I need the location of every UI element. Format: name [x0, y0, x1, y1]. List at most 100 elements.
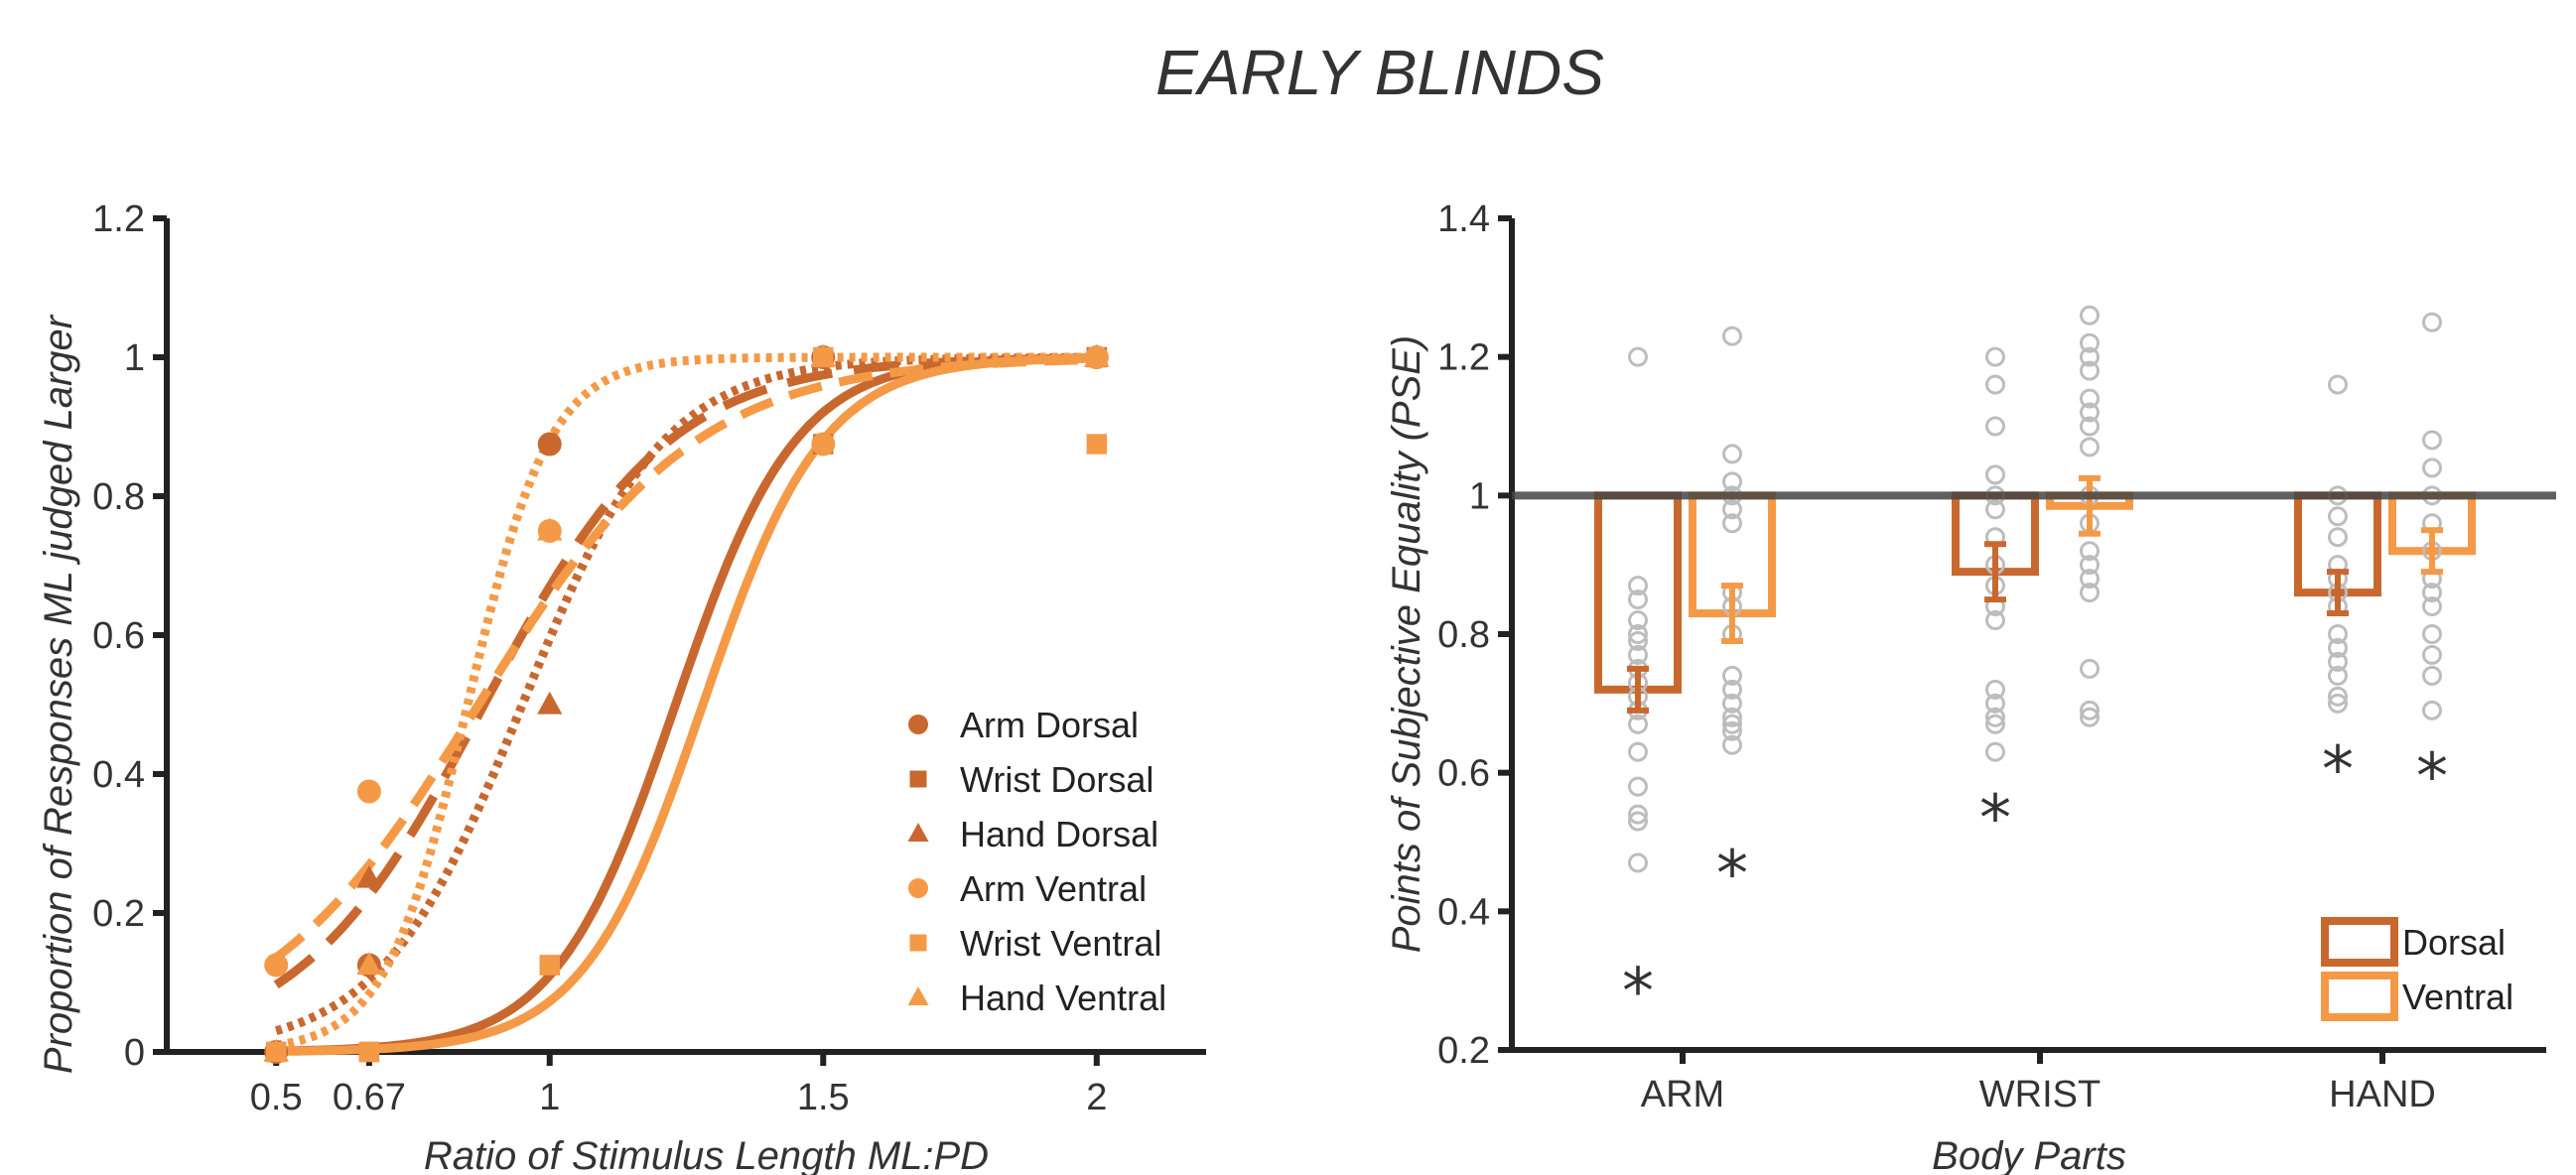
dorsal-hand-subject-point-9 [2328, 637, 2348, 658]
legend-marker-arm-ventral [908, 878, 928, 898]
dorsal-significance-star-wrist: * [1979, 783, 2011, 856]
legend-marker-hand-ventral [907, 986, 929, 1005]
legend-label-arm-ventral: Arm Ventral [960, 868, 1147, 909]
hand-ventral-fit-line [273, 355, 1097, 962]
ventral-errorbar-wrist [2079, 474, 2101, 537]
dorsal-wrist-subject-point-3 [1985, 464, 2005, 485]
ventral-hand-subject-point-11 [2422, 665, 2442, 686]
ventral-arm-subject-point-11 [1722, 693, 1742, 714]
y-axis-title: Proportion of Responses ML judged Larger [37, 314, 80, 1074]
arm-ventral-point-0-5 [264, 953, 289, 978]
y-tick-label-0-8: 0.8 [1437, 614, 1490, 656]
ventral-wrist-subject-point-2 [2080, 346, 2100, 367]
dorsal-wrist-subject-point-12 [1985, 693, 2005, 714]
y-tick-label-0-2: 0.2 [1437, 1030, 1490, 1072]
legend-label-wrist-ventral: Wrist Ventral [960, 923, 1161, 964]
ventral-arm-subject-point-15 [1722, 734, 1742, 755]
ventral-wrist-subject-point-6 [2080, 416, 2100, 437]
legend-marker-hand-dorsal [907, 823, 929, 842]
dorsal-errorbar-arm [1627, 665, 1649, 714]
legend-swatch-ventral [2321, 972, 2398, 1021]
legend-marker-arm-dorsal [908, 715, 928, 734]
ventral-arm-subject-point-9 [1722, 665, 1742, 686]
ventral-arm-subject-point-2 [1722, 471, 1742, 492]
x-tick-label-2: 2 [1086, 1077, 1107, 1118]
dorsal-arm-subject-point-6 [1628, 644, 1648, 665]
dorsal-wrist-subject-point-2 [1985, 416, 2005, 437]
x-tick-label-0-67: 0.67 [333, 1077, 406, 1118]
y-tick-label-0-4: 0.4 [1437, 891, 1490, 933]
dorsal-errorbar-hand [2327, 569, 2349, 617]
y-tick-label-1: 1 [124, 337, 145, 379]
dorsal-arm-subject-point-0 [1628, 346, 1648, 367]
ventral-arm-subject-point-13 [1722, 714, 1742, 734]
dorsal-hand-subject-point-0 [2328, 374, 2348, 395]
dorsal-errorbar-wrist [1984, 541, 2006, 603]
ventral-hand-subject-point-1 [2422, 430, 2442, 451]
arm-ventral-fit-line [275, 352, 1097, 1050]
dorsal-hand-subject-point-3 [2328, 527, 2348, 548]
dorsal-arm-subject-point-2 [1628, 589, 1648, 610]
wrist-ventral-point-0-67 [358, 1041, 380, 1063]
x-tick-label-hand: HAND [2329, 1074, 2436, 1115]
ventral-wrist-subject-point-10 [2080, 541, 2100, 562]
x-axis-title: Body Parts [1932, 1134, 2126, 1175]
hand-ventral-point-1 [537, 517, 563, 541]
dorsal-wrist-subject-point-11 [1985, 679, 2005, 700]
y-axis-title: Points of Subjective Equality (PSE) [1385, 335, 1428, 954]
y-tick-label-1: 1 [1469, 475, 1490, 517]
dorsal-significance-star-arm: * [1622, 956, 1654, 1029]
hand-dorsal-point-0-67 [356, 864, 382, 888]
ventral-arm-subject-point-0 [1722, 326, 1742, 346]
x-tick-label-arm: ARM [1641, 1074, 1724, 1115]
x-tick-label-1: 1 [539, 1077, 560, 1118]
ventral-errorbar-arm [1721, 583, 1743, 644]
wrist-ventral-point-2 [1086, 434, 1107, 455]
dorsal-wrist-subject-point-10 [1985, 610, 2005, 631]
ventral-arm-subject-point-4 [1722, 499, 1742, 520]
pse-bar-chart: 0.2 0.4 0.6 0.8 1 1.2 1.4 ARM WRIST HAND Body Part… [1385, 198, 2556, 1175]
legend-marker-wrist-dorsal [909, 770, 927, 788]
hand-dorsal-point-1 [537, 691, 563, 715]
y-tick-label-0-8: 0.8 [92, 476, 145, 518]
hand-ventral-point-0-67 [356, 952, 382, 976]
y-tick-label-0: 0 [124, 1032, 145, 1074]
dorsal-hand-subject-point-13 [2328, 693, 2348, 714]
legend-label-hand-dorsal: Hand Dorsal [960, 814, 1158, 854]
y-tick-label-1-4: 1.4 [1437, 198, 1490, 240]
ventral-significance-star-hand: * [2416, 741, 2448, 815]
ventral-wrist-subject-point-15 [2080, 700, 2100, 720]
dorsal-arm-subject-point-14 [1628, 804, 1648, 825]
ventral-hand-subject-point-12 [2422, 700, 2442, 720]
y-tick-label-0-6: 0.6 [92, 615, 145, 657]
dorsal-arm-subject-point-3 [1628, 610, 1648, 631]
ventral-wrist-subject-point-14 [2080, 658, 2100, 679]
dorsal-wrist-subject-point-1 [1985, 374, 2005, 395]
dorsal-arm-subject-point-4 [1628, 624, 1648, 644]
dorsal-arm-subject-point-16 [1628, 852, 1648, 873]
dorsal-arm-subject-point-15 [1628, 811, 1648, 832]
y-tick-label-0-2: 0.2 [92, 893, 145, 935]
dorsal-arm-subject-point-5 [1628, 630, 1648, 651]
ventral-hand-subject-point-9 [2422, 624, 2442, 644]
legend-label-dorsal: Dorsal [2402, 922, 2506, 963]
hand-ventral-point-1-5 [810, 343, 836, 367]
ventral-wrist-subject-point-11 [2080, 555, 2100, 576]
legend-marker-wrist-ventral [909, 934, 927, 952]
hand-ventral-point-2 [1084, 343, 1110, 367]
ventral-significance-star-arm: * [1716, 838, 1748, 911]
wrist-ventral-point-1 [539, 955, 560, 976]
ventral-arm-subject-point-10 [1722, 679, 1742, 700]
ventral-arm-subject-point-14 [1722, 720, 1742, 741]
dorsal-wrist-subject-point-0 [1985, 346, 2005, 367]
ventral-wrist-subject-point-0 [2080, 305, 2100, 326]
dorsal-wrist-subject-point-5 [1985, 499, 2005, 520]
ventral-hand-subject-point-10 [2422, 644, 2442, 665]
ventral-hand-subject-point-2 [2422, 457, 2442, 478]
ventral-hand-subject-point-7 [2422, 583, 2442, 603]
dorsal-hand-subject-point-10 [2328, 651, 2348, 672]
x-tick-label-1-5: 1.5 [797, 1077, 850, 1118]
y-tick-label-1-2: 1.2 [92, 198, 145, 240]
dorsal-wrist-subject-point-13 [1985, 707, 2005, 727]
ventral-wrist-subject-point-1 [2080, 332, 2100, 353]
